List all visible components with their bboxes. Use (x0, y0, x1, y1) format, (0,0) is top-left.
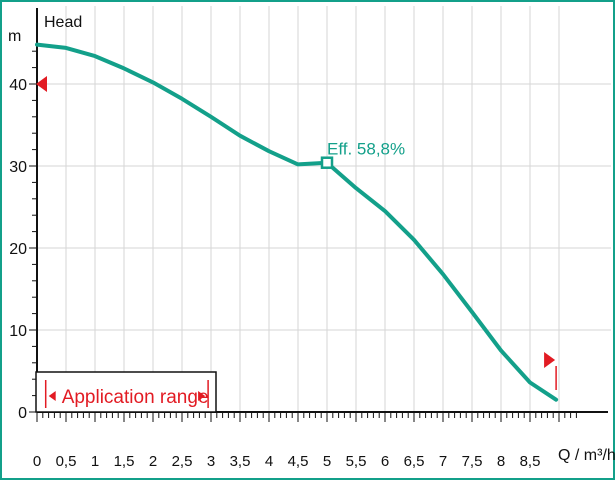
axis-ticks (29, 50, 577, 422)
x-tick-label: 8 (497, 453, 505, 470)
x-tick-label: 6,5 (404, 453, 425, 470)
y-tick-label: 40 (9, 77, 27, 94)
y-axis-label: Head (44, 14, 82, 31)
x-axis-label: Q / m³/h (558, 447, 615, 464)
x-tick-label: 7,5 (462, 453, 483, 470)
range-marker-right (544, 352, 556, 368)
x-tick-label: 2,5 (172, 453, 193, 470)
x-tick-label: 6 (381, 453, 389, 470)
x-tick-label: 1,5 (114, 453, 135, 470)
application-range-frame (35, 371, 217, 413)
y-axis-unit: m (8, 28, 21, 45)
x-tick-label: 0,5 (56, 453, 77, 470)
range-marker-left (36, 76, 47, 92)
y-tick-label: 20 (9, 241, 27, 258)
efficiency-label: Eff. 58,8% (327, 140, 405, 159)
head-curve-line (35, 42, 559, 402)
application-range-right-arrow (198, 391, 206, 401)
y-tick-label: 0 (18, 405, 27, 422)
y-tick-label: 30 (9, 159, 27, 176)
operating-point-marker (320, 156, 334, 169)
x-tick-label: 5,5 (346, 453, 367, 470)
y-tick-label: 10 (9, 323, 27, 340)
x-tick-label: 1 (91, 453, 99, 470)
x-tick-label: 3,5 (230, 453, 251, 470)
y-tick-labels: 0 10 20 30 40 (9, 77, 27, 422)
application-range-label: Application range (62, 387, 209, 408)
grid (37, 6, 611, 412)
application-range-box: Application range (35, 371, 217, 413)
x-tick-label: 3 (207, 453, 215, 470)
x-tick-label: 5 (323, 453, 331, 470)
x-tick-label: 7 (439, 453, 447, 470)
x-tick-label: 2 (149, 453, 157, 470)
x-tick-label: 4 (265, 453, 273, 470)
application-range-left-arrow (48, 391, 56, 401)
x-tick-label: 0 (33, 453, 41, 470)
x-tick-label: 4,5 (288, 453, 309, 470)
x-tick-label: 8,5 (520, 453, 541, 470)
x-tick-labels: 0 0,5 1 1,5 2 2,5 3 3,5 4 4,5 5 5,5 6 6,5 7 7,5 8 8,5 (33, 453, 541, 470)
